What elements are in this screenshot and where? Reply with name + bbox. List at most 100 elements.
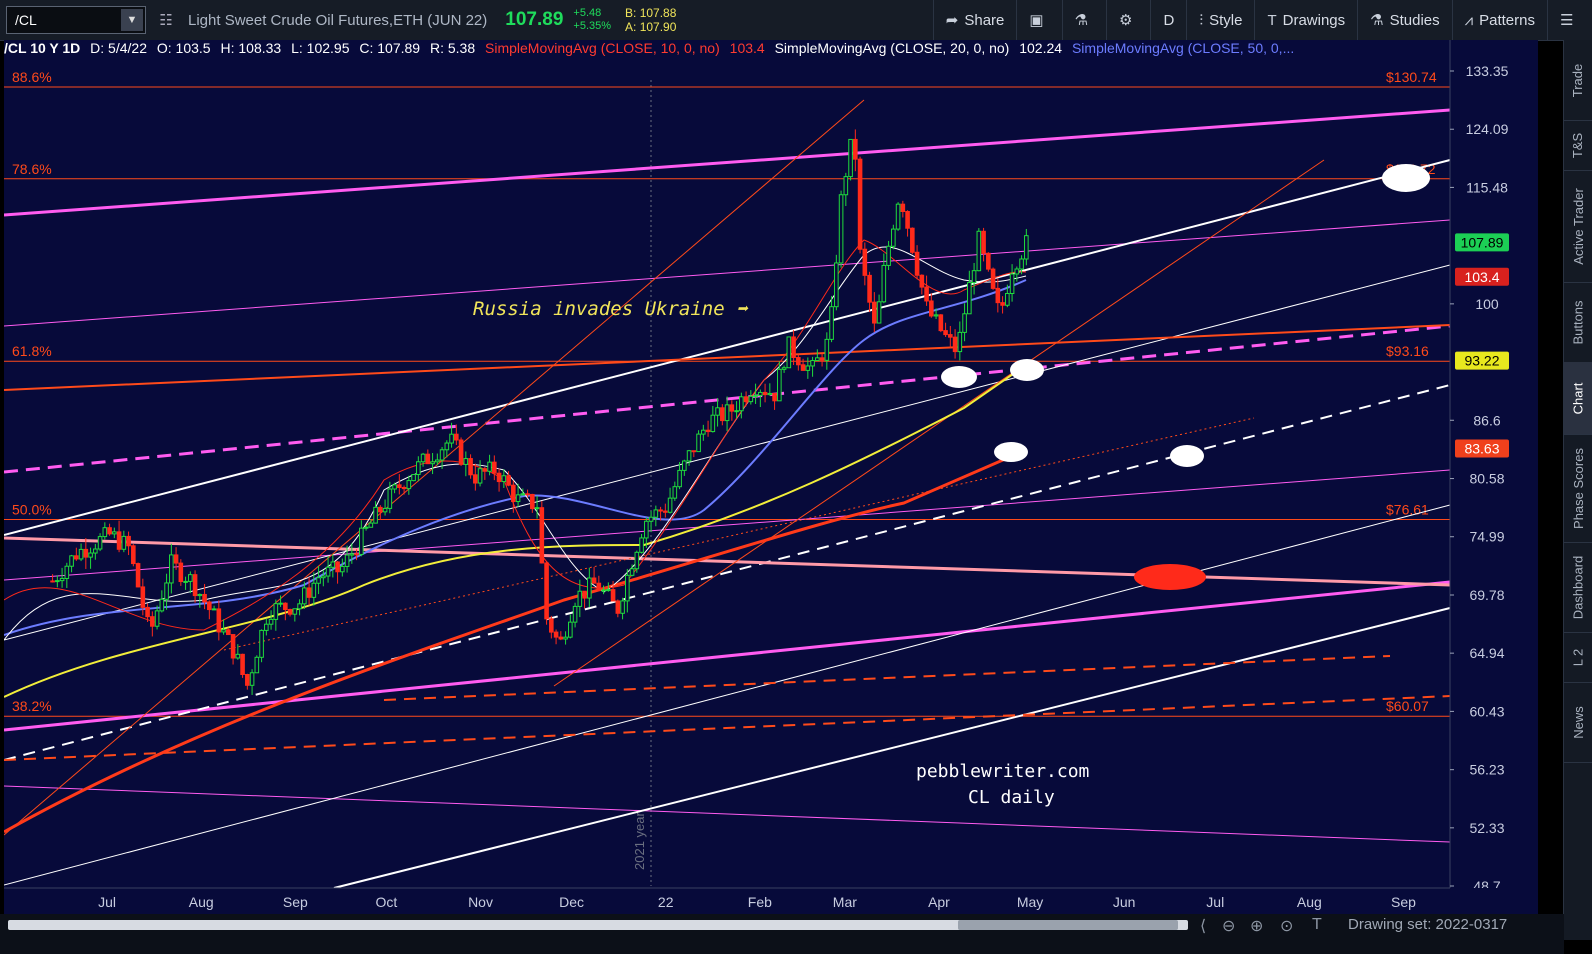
share-button[interactable]: ➦ Share	[932, 0, 1017, 40]
candle-body	[867, 274, 872, 303]
side-tab-l-2[interactable]: L 2	[1564, 632, 1592, 683]
aggregation-button[interactable]: D	[1150, 0, 1186, 40]
drawing-trend-line	[4, 536, 1451, 587]
candle-body	[164, 582, 169, 600]
side-tab-label: L 2	[1570, 648, 1586, 666]
sma10-label: SimpleMovingAvg (CLOSE, 10, 0, no)	[485, 40, 720, 56]
candle-body	[287, 608, 293, 615]
candle-body	[468, 458, 473, 476]
symbol-dropdown-button[interactable]: ▼	[121, 9, 143, 31]
candle-body	[601, 589, 606, 592]
candle-body	[292, 608, 298, 615]
candle-body	[240, 653, 245, 676]
time-tick-label: Sep	[1391, 894, 1416, 910]
candle-body	[952, 336, 958, 353]
candle-body	[691, 450, 697, 453]
studies-label: Studies	[1389, 11, 1440, 29]
year-marker-label: 2021 year	[632, 812, 647, 870]
net-change-value: +5.48	[573, 7, 602, 19]
drawing-set-label[interactable]: Drawing set: 2022-0317	[1348, 916, 1508, 933]
candle-body	[211, 608, 217, 611]
zoom-out-icon[interactable]: ⊖	[1222, 918, 1236, 935]
candle-body	[900, 203, 906, 213]
gear-button[interactable]: ⚙	[1106, 0, 1150, 40]
pattern-icon: ⩘	[1464, 11, 1474, 29]
price-tick-label: 52.33	[1469, 820, 1504, 836]
time-tick-label: Aug	[1297, 894, 1322, 910]
candle-body	[520, 493, 526, 496]
fib-level-price: $93.16	[1386, 343, 1429, 359]
price-badge	[1455, 351, 1509, 370]
candle-body	[572, 605, 578, 623]
side-tab-active-trader[interactable]: Active Trader	[1564, 170, 1592, 283]
candle-body	[173, 554, 179, 564]
last-price: 107.89	[505, 9, 564, 30]
candle-body	[482, 468, 488, 472]
price-badge	[1455, 267, 1509, 286]
chart-settings-button[interactable]: ▣	[1016, 0, 1061, 40]
studies-button[interactable]: ⚗ Studies	[1357, 0, 1452, 40]
side-tab-t-s[interactable]: T&S	[1564, 120, 1592, 171]
candle-body	[316, 577, 321, 584]
patterns-button[interactable]: ⩘ Patterns	[1451, 0, 1547, 40]
target-marker	[994, 442, 1028, 462]
scroll-left-icon[interactable]: ⟨	[1200, 918, 1207, 935]
candle-body	[843, 176, 849, 196]
text-tool-icon[interactable]: T	[1312, 916, 1322, 933]
side-tab-news[interactable]: News	[1564, 682, 1592, 763]
candle-body	[430, 461, 435, 465]
flask-button[interactable]: ⚗	[1061, 0, 1106, 40]
side-tab-chart[interactable]: Chart	[1564, 362, 1592, 435]
candle-body	[325, 566, 331, 577]
candle-body	[558, 636, 564, 640]
candle-body	[150, 616, 155, 627]
target-marker	[1382, 164, 1430, 192]
side-tab-buttons[interactable]: Buttons	[1564, 282, 1592, 363]
side-tab-phase-scores[interactable]: Phase Scores	[1564, 434, 1592, 543]
drawings-button[interactable]: T Drawings	[1254, 0, 1357, 40]
drawing-trend-line	[4, 504, 1451, 886]
candle-body	[188, 574, 193, 582]
candle-body	[50, 580, 55, 583]
candle-body	[506, 475, 511, 486]
candle-body	[720, 407, 725, 422]
candle-body	[278, 602, 283, 605]
scrollbar-thumb[interactable]	[958, 920, 1178, 930]
candle-body	[340, 565, 345, 573]
share-label: Share	[964, 11, 1005, 29]
candle-body	[686, 450, 692, 462]
candle-body	[891, 228, 896, 247]
time-tick-label: May	[1017, 894, 1043, 910]
time-scrollbar[interactable]	[8, 920, 1188, 930]
sma20-line	[4, 246, 1027, 641]
candle-body	[544, 562, 549, 620]
price-chart[interactable]: /CL 10 Y 1D D: 5/4/22 O: 103.5 H: 108.33…	[4, 40, 1538, 920]
candle-body	[373, 506, 378, 524]
time-tick-label: 22	[658, 894, 674, 910]
style-label: Style	[1209, 11, 1243, 29]
drawing-trend-line	[4, 324, 1451, 391]
bid-ask: B: 107.88 A: 107.90	[625, 6, 676, 34]
candle-body	[910, 227, 915, 253]
zoom-fit-icon[interactable]: ⊙	[1280, 918, 1294, 935]
fib-level-price: $130.74	[1386, 69, 1437, 85]
price-badge-label: 83.63	[1464, 441, 1499, 457]
menu-button[interactable]: ☰	[1547, 0, 1592, 40]
side-tab-trade[interactable]: Trade	[1564, 40, 1592, 121]
flask-icon: ⚗	[1370, 12, 1384, 29]
style-button[interactable]: ⫶ Style	[1186, 0, 1254, 40]
candle-body	[444, 442, 450, 451]
drawings-label: Drawings	[1282, 11, 1346, 29]
candle-body	[577, 590, 583, 607]
zoom-in-icon[interactable]: ⊕	[1250, 918, 1264, 935]
symbol-input[interactable]: /CL ▼	[6, 6, 146, 34]
sliders-icon[interactable]: ☷	[159, 12, 173, 29]
candle-body	[69, 555, 74, 567]
side-tab-label: News	[1570, 705, 1586, 739]
drawing-trend-line	[4, 695, 1451, 761]
candle-body	[178, 562, 184, 583]
candle-body	[677, 469, 682, 488]
side-tab-dashboard[interactable]: Dashboard	[1564, 542, 1592, 633]
candle-body	[131, 545, 136, 565]
side-tab-label: Phase Scores	[1570, 447, 1586, 529]
